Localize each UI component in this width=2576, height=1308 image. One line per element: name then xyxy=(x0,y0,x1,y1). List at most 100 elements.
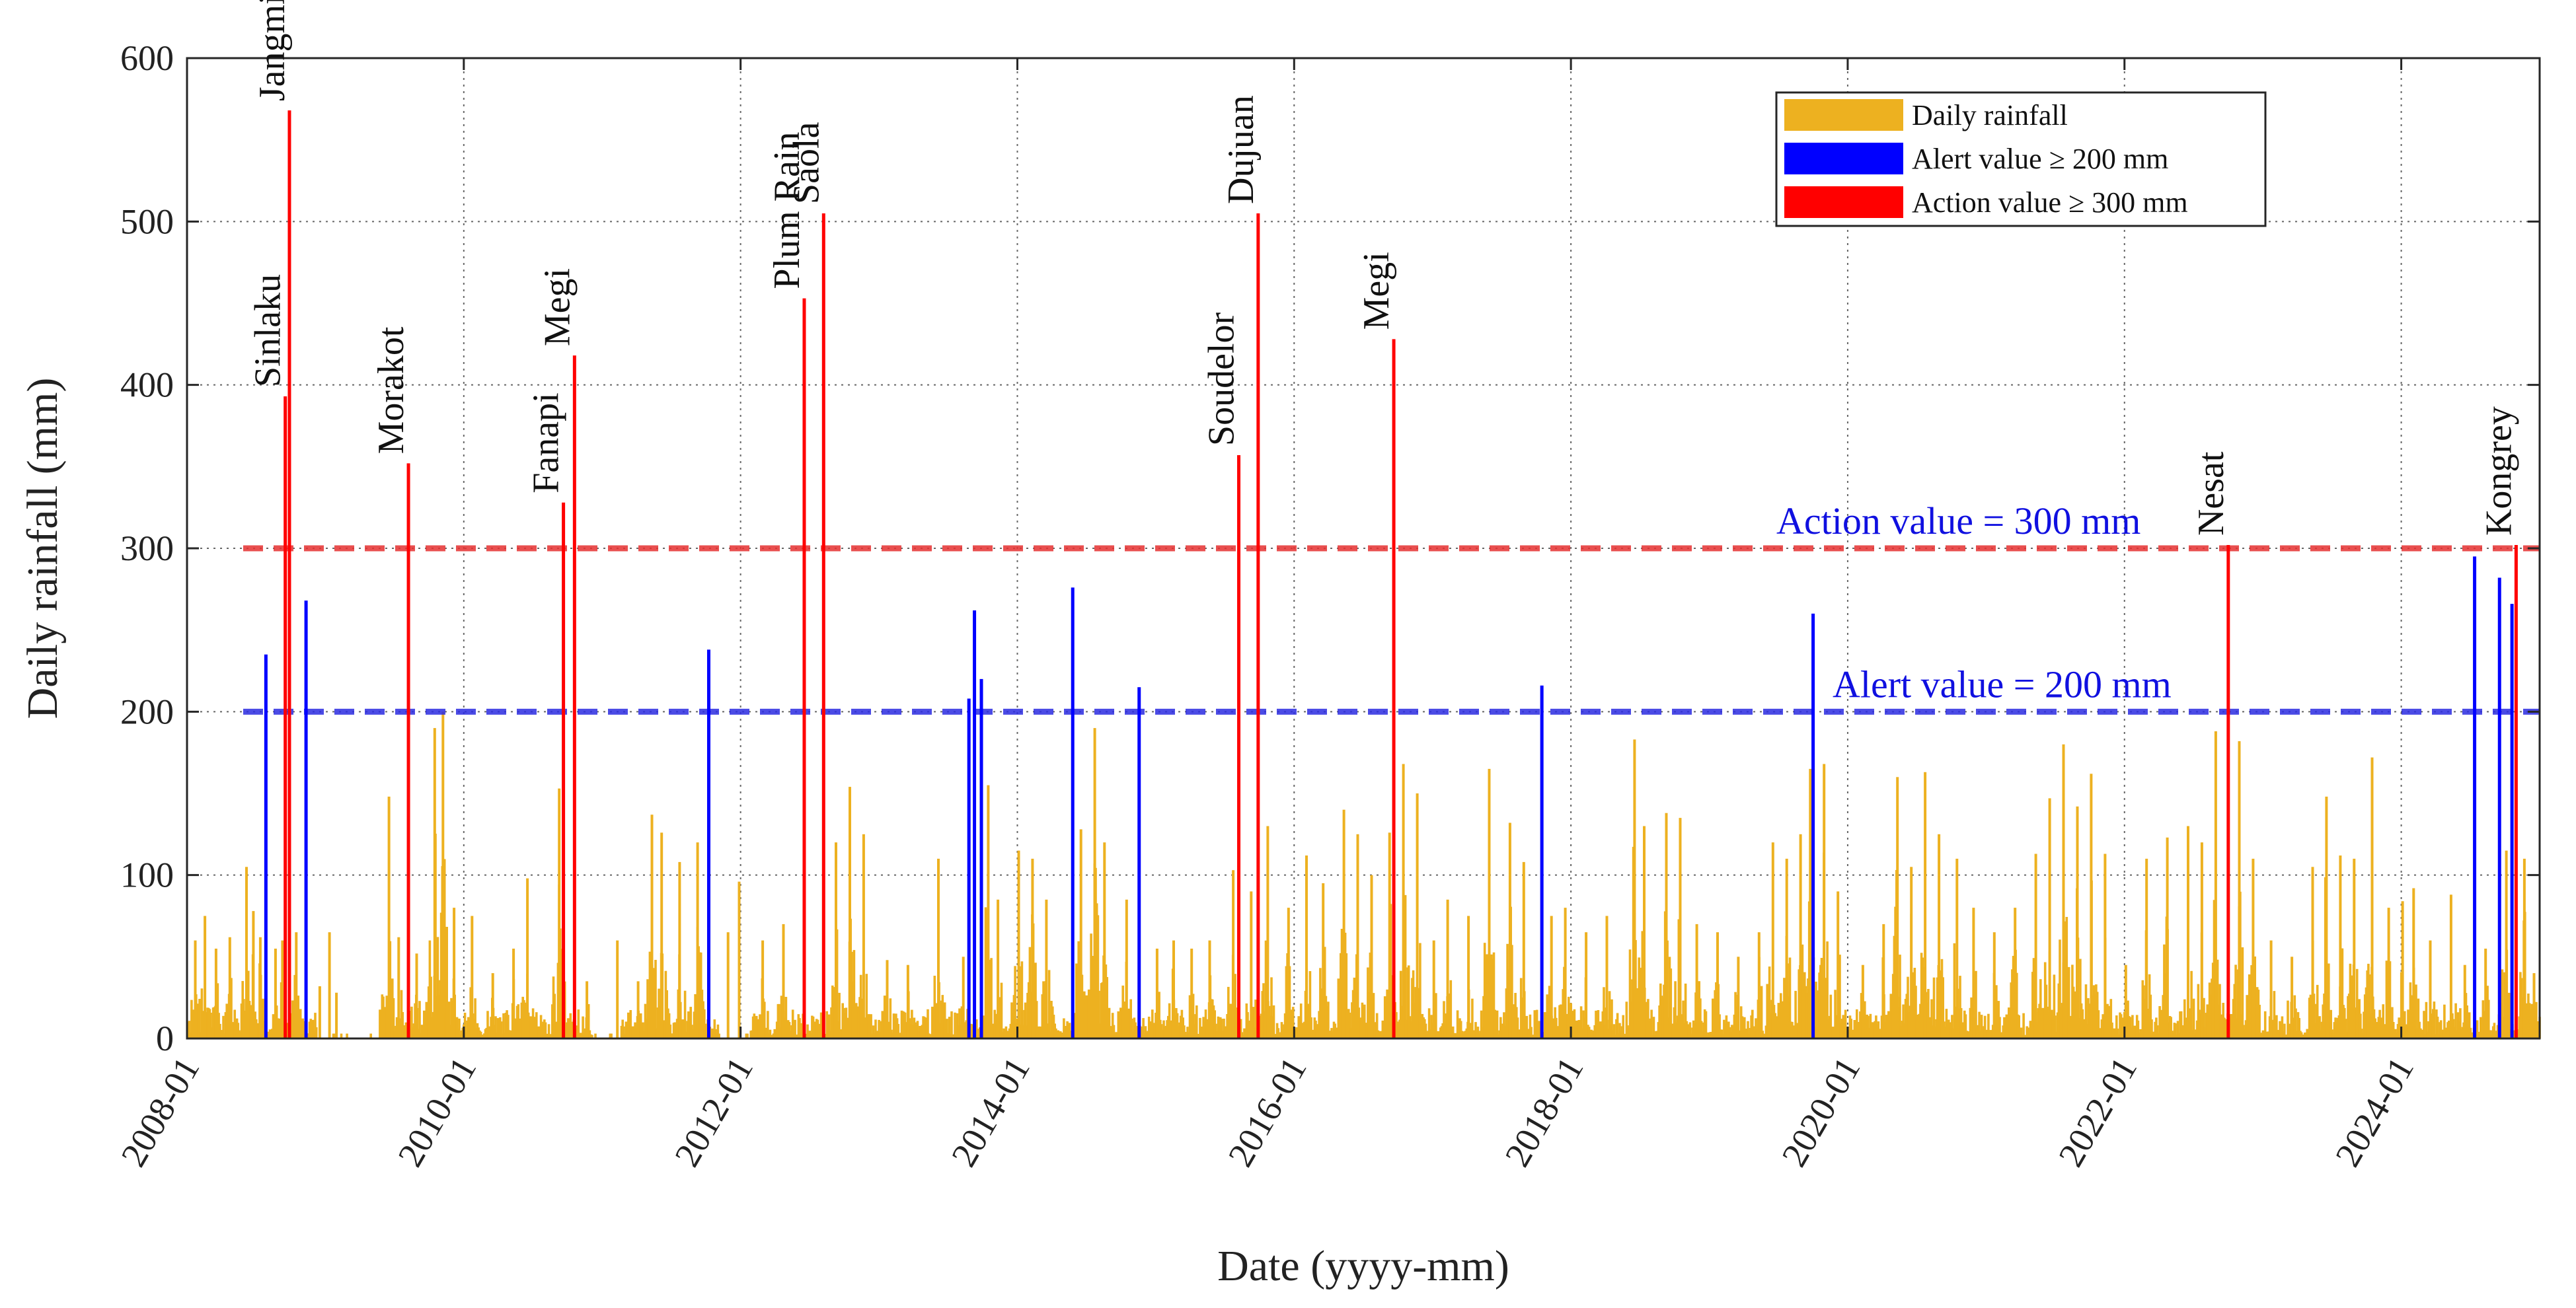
daily-rainfall-bar xyxy=(216,983,219,1038)
daily-rainfall-bar xyxy=(418,1001,421,1038)
daily-rainfall-bar xyxy=(1451,1026,1455,1038)
daily-rainfall-peak-bar xyxy=(1785,858,1788,1038)
daily-rainfall-bar xyxy=(2419,1028,2422,1038)
daily-rainfall-bar xyxy=(1688,1022,1692,1038)
daily-rainfall-bar xyxy=(588,1030,591,1038)
daily-rainfall-bar xyxy=(447,1001,451,1038)
daily-rainfall-bar xyxy=(995,1019,997,1038)
daily-rainfall-bar xyxy=(340,1033,343,1038)
daily-rainfall-bar xyxy=(1158,992,1160,1038)
daily-rainfall-bar xyxy=(2150,1019,2153,1038)
daily-rainfall-bar xyxy=(654,960,657,1038)
daily-rainfall-bar xyxy=(1535,1009,1538,1038)
daily-rainfall-bar xyxy=(1788,957,1792,1038)
daily-rainfall-peak-bar xyxy=(2463,964,2466,1038)
daily-rainfall-bar xyxy=(423,1010,426,1038)
daily-rainfall-peak-bar xyxy=(1342,809,1345,1038)
daily-rainfall-bar xyxy=(689,1007,692,1038)
daily-rainfall-bar xyxy=(870,1014,872,1038)
storm-label: Soudelor xyxy=(1201,312,1242,446)
daily-rainfall-bar xyxy=(838,992,841,1038)
daily-rainfall-bar xyxy=(1608,991,1611,1038)
daily-rainfall-bar xyxy=(2410,995,2413,1038)
storm-label: Kongrey xyxy=(2478,406,2519,536)
daily-rainfall-bar xyxy=(1034,963,1037,1038)
daily-rainfall-peak-bar xyxy=(1093,728,1096,1038)
daily-rainfall-bar xyxy=(1399,970,1402,1038)
daily-rainfall-peak-bar xyxy=(1190,949,1193,1038)
daily-rainfall-bar xyxy=(669,1024,672,1038)
daily-rainfall-bar xyxy=(1363,1004,1366,1038)
daily-rainfall-bar xyxy=(2022,1013,2025,1038)
daily-rainfall-bar xyxy=(1677,919,1681,1038)
daily-rainfall-bar xyxy=(1987,1013,1990,1038)
daily-rainfall-bar xyxy=(1144,1026,1147,1038)
daily-rainfall-bar xyxy=(2392,1022,2395,1038)
daily-rainfall-peak-bar xyxy=(1550,916,1553,1038)
daily-rainfall-bar xyxy=(1028,947,1032,1038)
daily-rainfall-peak-bar xyxy=(1017,850,1020,1038)
daily-rainfall-peak-bar xyxy=(2353,858,2356,1038)
daily-rainfall-bar xyxy=(217,1013,220,1038)
daily-rainfall-bar xyxy=(2137,1020,2140,1038)
daily-rainfall-bar xyxy=(2501,969,2504,1038)
daily-rainfall-bar xyxy=(517,1004,520,1038)
daily-rainfall-bar xyxy=(2012,955,2015,1038)
daily-rainfall-bar xyxy=(529,1016,532,1038)
storm-label: Plum Rain xyxy=(767,132,808,289)
daily-rainfall-bar xyxy=(582,1016,584,1038)
daily-rainfall-bar xyxy=(520,1002,523,1038)
daily-rainfall-bar xyxy=(1685,1021,1688,1038)
daily-rainfall-peak-bar xyxy=(2090,774,2093,1038)
daily-rainfall-bar xyxy=(763,1001,766,1038)
daily-rainfall-bar xyxy=(554,1025,557,1038)
daily-rainfall-bar xyxy=(1530,1027,1533,1038)
daily-rainfall-bar xyxy=(1647,999,1649,1038)
daily-rainfall-bar xyxy=(1980,1015,1983,1038)
daily-rainfall-bar xyxy=(1180,1009,1184,1038)
storm-label: Dujuan xyxy=(1221,95,1262,204)
daily-rainfall-bar xyxy=(2476,1020,2479,1038)
daily-rainfall-bar xyxy=(1704,1011,1708,1038)
daily-rainfall-peak-bar xyxy=(1467,916,1470,1038)
daily-rainfall-bar xyxy=(1480,1010,1483,1038)
daily-rainfall-bar xyxy=(2341,948,2344,1038)
daily-rainfall-bar xyxy=(425,1001,428,1038)
daily-rainfall-bar xyxy=(627,1012,630,1038)
daily-rainfall-bar xyxy=(1930,999,1933,1038)
daily-rainfall-peak-bar xyxy=(782,924,785,1038)
daily-rainfall-bar xyxy=(2032,958,2035,1038)
daily-rainfall-bar xyxy=(591,1035,593,1038)
daily-rainfall-bar xyxy=(1529,1014,1532,1038)
daily-rainfall-bar xyxy=(1964,1014,1967,1038)
daily-rainfall-bar xyxy=(2081,1009,2084,1038)
daily-rainfall-bar xyxy=(2053,974,2056,1038)
daily-rainfall-bar xyxy=(2382,1004,2384,1038)
daily-rainfall-bar xyxy=(1390,975,1393,1038)
daily-rainfall-bar xyxy=(931,1006,934,1038)
daily-rainfall-bar xyxy=(404,1022,408,1038)
daily-rainfall-bar xyxy=(1543,1012,1546,1038)
daily-rainfall-bar xyxy=(1599,1021,1602,1038)
daily-rainfall-bar xyxy=(496,1018,500,1038)
daily-rainfall-bars xyxy=(187,711,2541,1038)
daily-rainfall-bar xyxy=(2116,1029,2119,1038)
daily-rainfall-bar xyxy=(2003,1017,2006,1038)
daily-rainfall-bar xyxy=(1353,977,1356,1038)
daily-rainfall-bar xyxy=(897,1024,900,1038)
legend-swatch xyxy=(1784,186,1903,218)
daily-rainfall-bar xyxy=(444,1013,447,1038)
daily-rainfall-peak-bar xyxy=(2145,858,2148,1038)
daily-rainfall-bar xyxy=(2176,1021,2179,1038)
daily-rainfall-bar xyxy=(1098,990,1100,1038)
daily-rainfall-peak-bar xyxy=(214,949,217,1038)
daily-rainfall-bar xyxy=(474,998,476,1038)
daily-rainfall-bar xyxy=(2425,1001,2428,1038)
daily-rainfall-bar xyxy=(851,951,853,1038)
daily-rainfall-bar xyxy=(773,1029,776,1038)
daily-rainfall-bar xyxy=(1684,983,1687,1038)
daily-rainfall-bar xyxy=(314,1013,317,1038)
daily-rainfall-bar xyxy=(1195,1005,1198,1038)
daily-rainfall-bar xyxy=(2250,965,2253,1038)
